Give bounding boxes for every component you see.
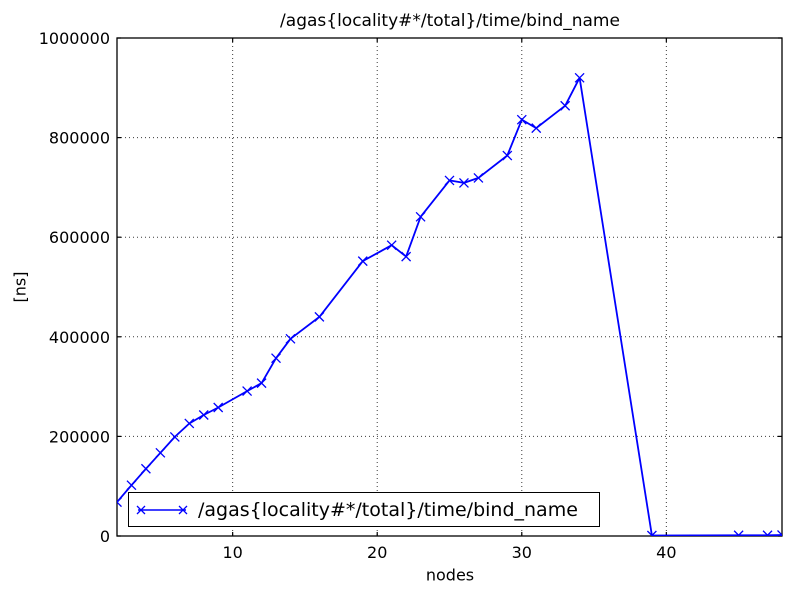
legend: /agas{locality#*/total}/time/bind_name <box>128 492 600 527</box>
data-line <box>117 76 782 536</box>
chart-title: /agas{locality#*/total}/time/bind_name <box>280 11 620 31</box>
y-tick-label: 800000 <box>49 129 110 148</box>
x-tick-label: 40 <box>656 543 676 562</box>
x-tick-label: 30 <box>512 543 532 562</box>
y-tick-label: 200000 <box>49 427 110 446</box>
legend-sample-marker <box>178 505 188 514</box>
plot-border <box>116 37 783 537</box>
legend-sample-marker <box>136 505 146 514</box>
legend-label: /agas{locality#*/total}/time/bind_name <box>198 498 578 521</box>
data-point-markers <box>117 72 782 536</box>
x-tick-label: 10 <box>222 543 242 562</box>
x-tick-label: 20 <box>367 543 387 562</box>
y-tick-label: 400000 <box>49 328 110 347</box>
y-tick-label: 0 <box>100 527 110 546</box>
legend-line-sample <box>136 505 188 514</box>
y-tick-label: 600000 <box>49 228 110 247</box>
x-axis-label: nodes <box>425 565 475 585</box>
y-tick-label: 1000000 <box>39 29 110 48</box>
